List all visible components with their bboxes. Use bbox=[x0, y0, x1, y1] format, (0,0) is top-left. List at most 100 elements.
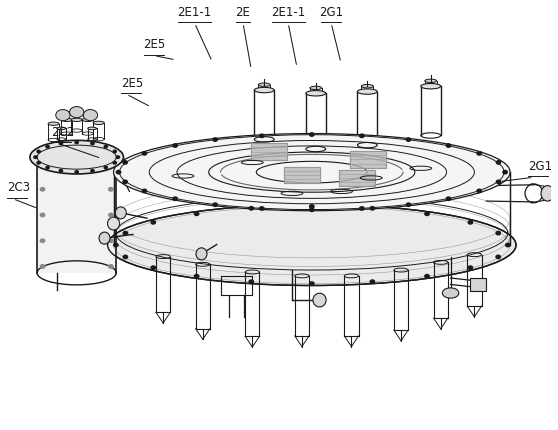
Circle shape bbox=[142, 189, 147, 193]
Circle shape bbox=[477, 152, 482, 155]
Circle shape bbox=[113, 150, 117, 153]
Text: 2E: 2E bbox=[235, 6, 251, 18]
Circle shape bbox=[370, 206, 374, 210]
Ellipse shape bbox=[82, 118, 93, 122]
Circle shape bbox=[91, 142, 94, 145]
Circle shape bbox=[370, 280, 374, 283]
Circle shape bbox=[173, 144, 177, 147]
Polygon shape bbox=[251, 143, 287, 160]
Circle shape bbox=[310, 133, 314, 136]
Circle shape bbox=[259, 207, 264, 210]
Circle shape bbox=[37, 150, 40, 153]
Ellipse shape bbox=[541, 186, 554, 201]
Circle shape bbox=[425, 274, 429, 278]
Circle shape bbox=[360, 134, 364, 138]
Ellipse shape bbox=[114, 134, 510, 211]
Polygon shape bbox=[339, 169, 375, 186]
Circle shape bbox=[151, 221, 156, 224]
Circle shape bbox=[173, 197, 177, 200]
Circle shape bbox=[425, 212, 429, 215]
Circle shape bbox=[468, 266, 473, 269]
Ellipse shape bbox=[358, 89, 377, 94]
Text: 2E1-1: 2E1-1 bbox=[271, 6, 305, 18]
Ellipse shape bbox=[258, 83, 270, 86]
Circle shape bbox=[142, 152, 147, 155]
Circle shape bbox=[59, 142, 62, 145]
Ellipse shape bbox=[108, 217, 119, 230]
Circle shape bbox=[40, 213, 45, 217]
Circle shape bbox=[194, 212, 199, 215]
Circle shape bbox=[75, 141, 78, 144]
Ellipse shape bbox=[88, 127, 97, 130]
Circle shape bbox=[123, 255, 128, 258]
Circle shape bbox=[446, 144, 451, 147]
Circle shape bbox=[109, 239, 113, 243]
Circle shape bbox=[310, 205, 314, 208]
Circle shape bbox=[46, 166, 49, 169]
Circle shape bbox=[406, 203, 411, 206]
Circle shape bbox=[109, 213, 113, 217]
Circle shape bbox=[310, 282, 314, 285]
Bar bbox=[37, 157, 116, 273]
Ellipse shape bbox=[99, 232, 110, 244]
Text: 2E5: 2E5 bbox=[121, 77, 143, 90]
Circle shape bbox=[477, 189, 482, 193]
Circle shape bbox=[34, 156, 37, 158]
Ellipse shape bbox=[108, 205, 516, 286]
Ellipse shape bbox=[30, 140, 123, 174]
Ellipse shape bbox=[61, 118, 73, 122]
Ellipse shape bbox=[425, 79, 437, 83]
Circle shape bbox=[249, 206, 253, 210]
Circle shape bbox=[468, 221, 473, 224]
Circle shape bbox=[194, 274, 199, 278]
Circle shape bbox=[496, 180, 501, 184]
Ellipse shape bbox=[71, 118, 82, 122]
Ellipse shape bbox=[116, 207, 126, 219]
Ellipse shape bbox=[421, 83, 441, 89]
Circle shape bbox=[109, 265, 113, 268]
Circle shape bbox=[446, 197, 451, 200]
Ellipse shape bbox=[306, 91, 326, 96]
Ellipse shape bbox=[48, 122, 59, 125]
Circle shape bbox=[104, 166, 108, 169]
Circle shape bbox=[116, 156, 119, 158]
Circle shape bbox=[360, 207, 364, 210]
Circle shape bbox=[83, 110, 98, 121]
Polygon shape bbox=[350, 150, 386, 168]
Polygon shape bbox=[284, 166, 320, 183]
Circle shape bbox=[91, 169, 94, 172]
Circle shape bbox=[104, 145, 108, 148]
Circle shape bbox=[503, 170, 507, 174]
Ellipse shape bbox=[196, 248, 207, 260]
Circle shape bbox=[151, 266, 156, 269]
Circle shape bbox=[123, 161, 127, 164]
Bar bbox=[470, 278, 487, 291]
Ellipse shape bbox=[362, 85, 373, 88]
Text: 2E1-1: 2E1-1 bbox=[177, 6, 211, 18]
Ellipse shape bbox=[310, 86, 322, 89]
Circle shape bbox=[114, 243, 118, 247]
Text: 2G1: 2G1 bbox=[319, 6, 343, 18]
Text: 2C3: 2C3 bbox=[7, 181, 31, 194]
Circle shape bbox=[310, 208, 314, 212]
Circle shape bbox=[109, 187, 113, 191]
Ellipse shape bbox=[254, 87, 274, 93]
Ellipse shape bbox=[57, 127, 66, 130]
Circle shape bbox=[40, 239, 45, 243]
Circle shape bbox=[249, 280, 253, 283]
Text: 2G1: 2G1 bbox=[528, 160, 552, 173]
Circle shape bbox=[123, 231, 128, 235]
Text: 2C2: 2C2 bbox=[51, 126, 75, 139]
Circle shape bbox=[59, 169, 62, 172]
Circle shape bbox=[40, 265, 45, 268]
Circle shape bbox=[496, 161, 501, 164]
Circle shape bbox=[75, 171, 78, 173]
Circle shape bbox=[70, 107, 84, 118]
Circle shape bbox=[213, 138, 218, 141]
Circle shape bbox=[259, 134, 264, 138]
Circle shape bbox=[123, 180, 127, 184]
Text: 2E5: 2E5 bbox=[143, 38, 165, 51]
Circle shape bbox=[496, 255, 501, 258]
Circle shape bbox=[37, 162, 40, 164]
Circle shape bbox=[506, 243, 510, 247]
